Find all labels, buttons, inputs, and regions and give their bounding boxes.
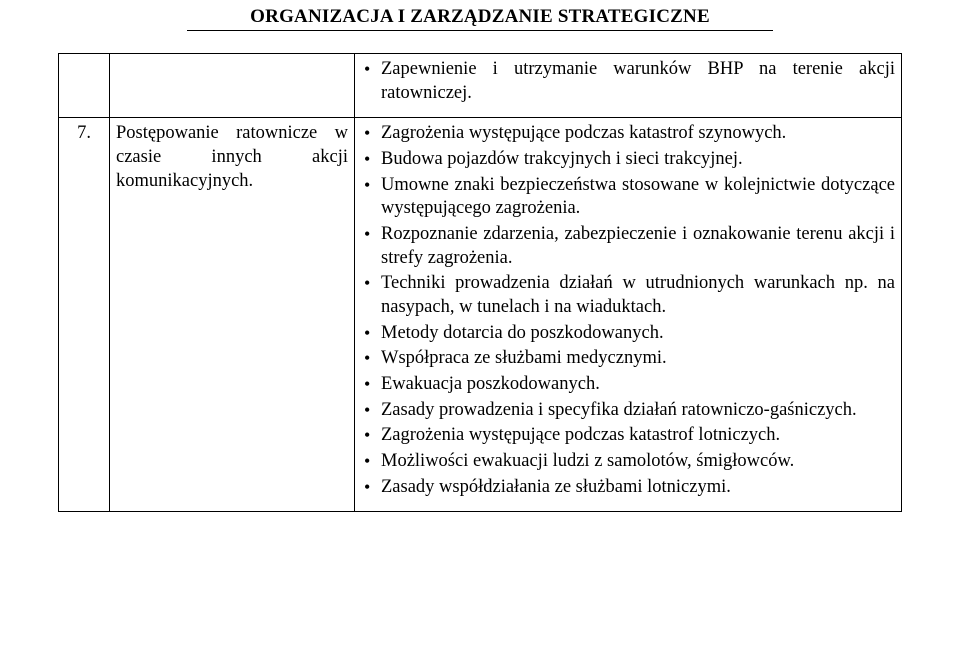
list-item: Zagrożenia występujące podczas katastrof… (361, 122, 895, 146)
cell-number (59, 54, 110, 118)
list-item: Rozpoznanie zdarzenia, zabezpieczenie i … (361, 223, 895, 270)
list-item: Możliwości ewakuacji ludzi z samolotów, … (361, 450, 895, 474)
list-item: Ewakuacja poszkodowanych. (361, 373, 895, 397)
list-item: Współpraca ze służbami medycznymi. (361, 347, 895, 371)
list-item: Zapewnienie i utrzymanie warunków BHP na… (361, 58, 895, 105)
title-underline (187, 30, 773, 31)
table-row: 7. Postępowanie ratownicze w czasie inny… (59, 118, 902, 512)
table-row: Zapewnienie i utrzymanie warunków BHP na… (59, 54, 902, 118)
content-table: Zapewnienie i utrzymanie warunków BHP na… (58, 53, 902, 512)
bullet-list: Zapewnienie i utrzymanie warunków BHP na… (361, 58, 895, 105)
list-item: Metody dotarcia do poszkodowanych. (361, 322, 895, 346)
list-item: Zasady współdziałania ze służbami lotnic… (361, 476, 895, 500)
page-container: ORGANIZACJA I ZARZĄDZANIE STRATEGICZNE Z… (0, 6, 960, 512)
cell-topic (110, 54, 355, 118)
cell-content: Zagrożenia występujące podczas katastrof… (355, 118, 902, 512)
list-item: Zasady prowadzenia i specyfika działań r… (361, 399, 895, 423)
cell-number: 7. (59, 118, 110, 512)
list-item: Umowne znaki bezpieczeństwa stosowane w … (361, 174, 895, 221)
list-item: Budowa pojazdów trakcyjnych i sieci trak… (361, 148, 895, 172)
cell-content: Zapewnienie i utrzymanie warunków BHP na… (355, 54, 902, 118)
list-item: Techniki prowadzenia działań w utrudnion… (361, 272, 895, 319)
cell-topic: Postępowanie ratownicze w czasie innych … (110, 118, 355, 512)
page-title: ORGANIZACJA I ZARZĄDZANIE STRATEGICZNE (58, 6, 902, 28)
list-item: Zagrożenia występujące podczas katastrof… (361, 424, 895, 448)
bullet-list: Zagrożenia występujące podczas katastrof… (361, 122, 895, 499)
